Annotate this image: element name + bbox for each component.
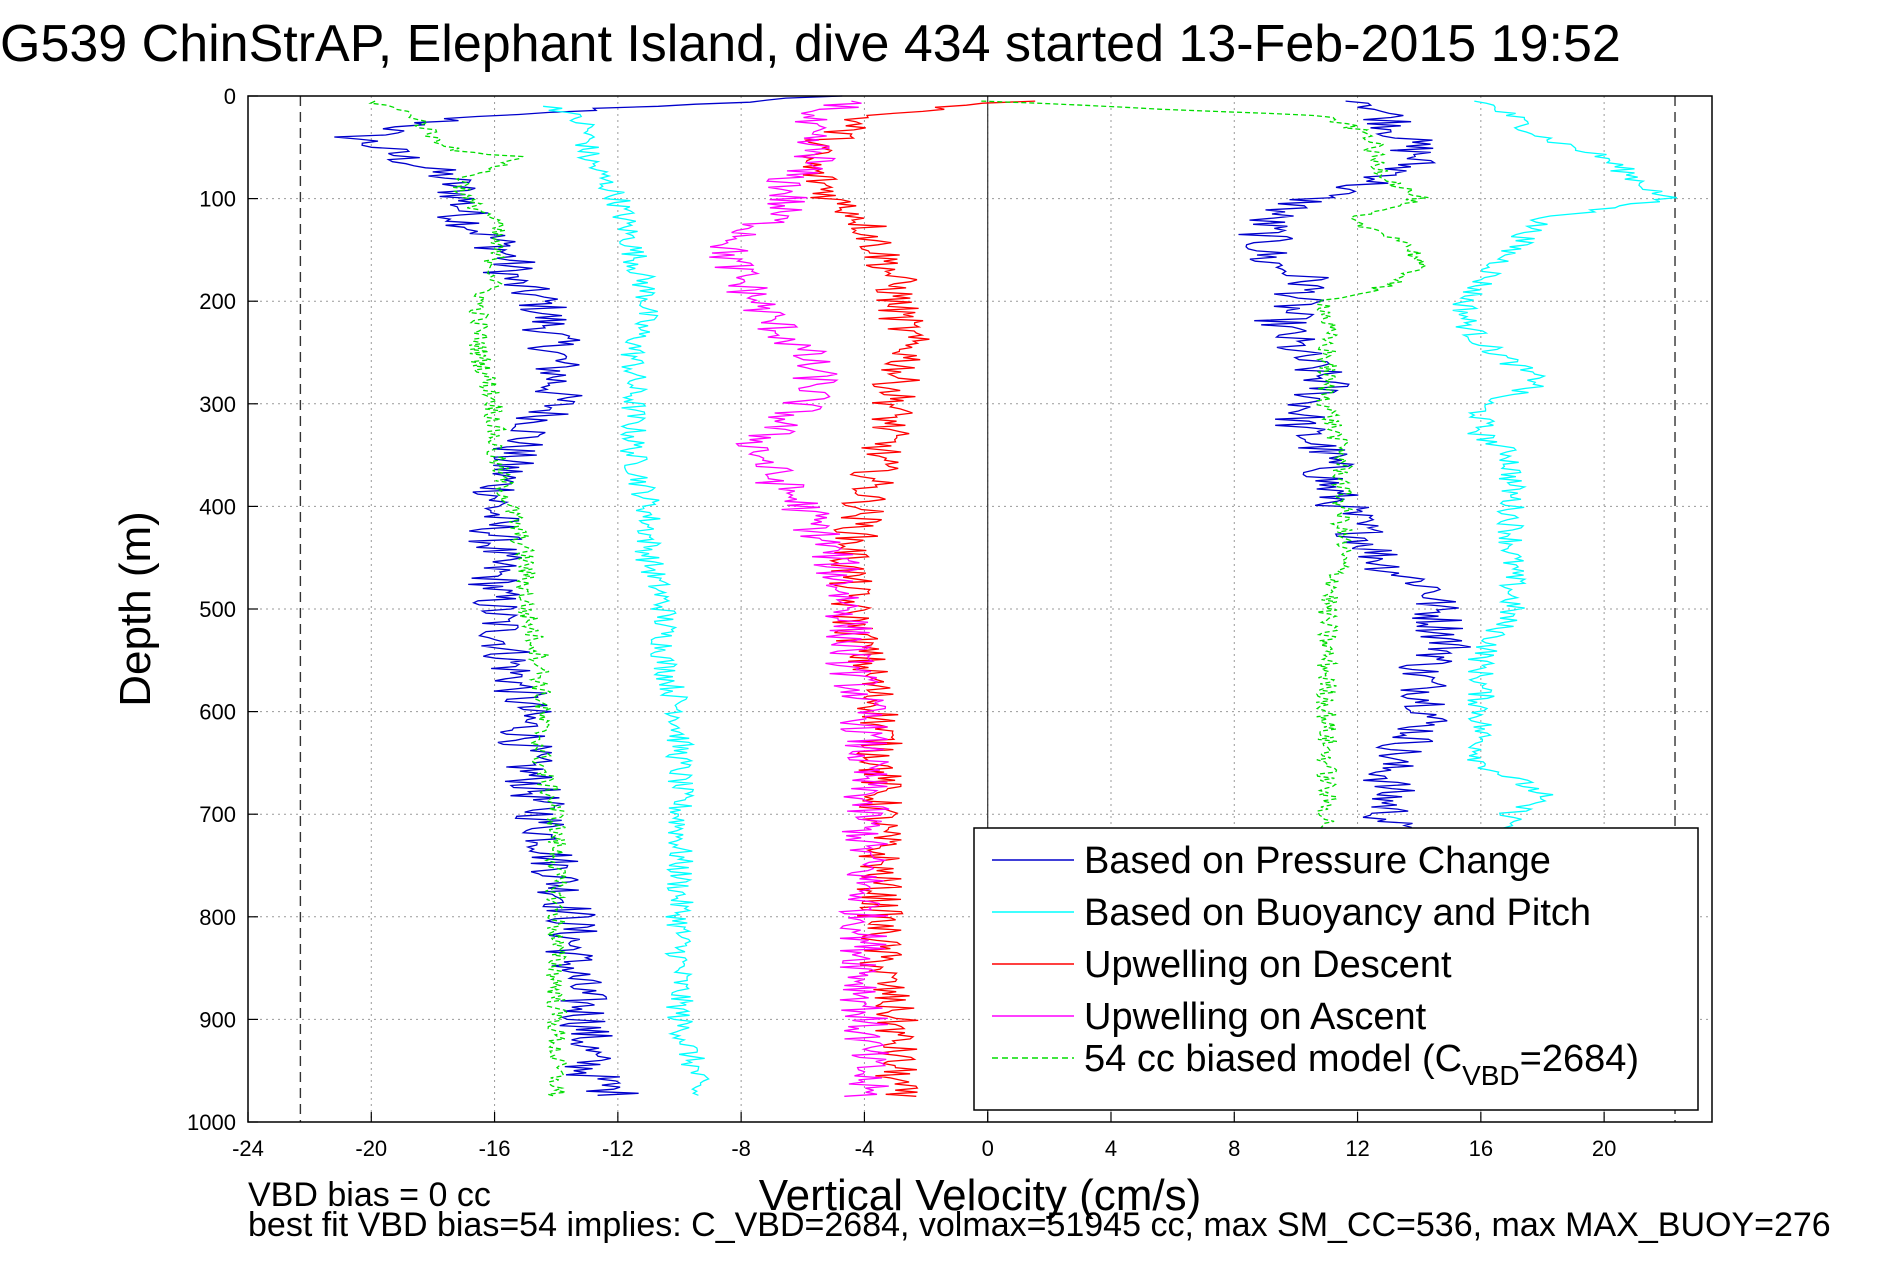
x-tick-label: -4: [855, 1136, 875, 1161]
figure-title: G539 ChinStrAP, Elephant Island, dive 43…: [0, 15, 1621, 73]
y-tick-label: 0: [224, 84, 236, 109]
x-tick-label: -12: [602, 1136, 634, 1161]
x-tick-label: 16: [1469, 1136, 1493, 1161]
y-tick-label: 900: [199, 1007, 236, 1032]
y-tick-label: 100: [199, 187, 236, 212]
legend-label: Based on Buoyancy and Pitch: [1084, 892, 1591, 934]
x-tick-label: 12: [1345, 1136, 1369, 1161]
series-line-54-cc-biased-model-c-vbd-2684-: [368, 100, 568, 1097]
y-tick-label: 200: [199, 289, 236, 314]
x-axis-label: Vertical Velocity (cm/s): [759, 1171, 1202, 1220]
y-tick-label: 700: [199, 802, 236, 827]
y-tick-label: 1000: [187, 1110, 236, 1135]
series-line-based-on-pressure-change: [334, 95, 843, 1096]
y-axis-label: Depth (m): [111, 511, 160, 707]
x-tick-label: 4: [1105, 1136, 1117, 1161]
axes-frame: [247, 95, 1713, 1123]
x-tick-label: -8: [731, 1136, 751, 1161]
footnote-best-fit: best fit VBD bias=54 implies: C_VBD=2684…: [248, 1206, 1831, 1244]
legend-label: Upwelling on Ascent: [1084, 996, 1427, 1038]
footnote-vbd-bias: VBD bias = 0 cc: [248, 1176, 491, 1214]
legend-box: [973, 827, 1699, 1111]
x-tick-label: -24: [232, 1136, 264, 1161]
y-tick-label: 800: [199, 905, 236, 930]
x-tick-label: 20: [1592, 1136, 1616, 1161]
x-tick-label: -20: [355, 1136, 387, 1161]
y-tick-label: 300: [199, 392, 236, 417]
legend-label: Upwelling on Descent: [1084, 944, 1452, 986]
legend-label: Based on Pressure Change: [1084, 840, 1551, 882]
series-line-based-on-buoyancy-and-pitch: [543, 105, 710, 1096]
y-tick-label: 600: [199, 700, 236, 725]
x-tick-label: 0: [982, 1136, 994, 1161]
y-tick-label: 500: [199, 597, 236, 622]
x-tick-label: 8: [1228, 1136, 1240, 1161]
x-tick-label: -16: [479, 1136, 511, 1161]
series-line-upwelling-on-ascent: [709, 100, 890, 1097]
tick-labels: -24 -20 -16 -12 -8 -4 0 4 8 12 16 20010020030040050…: [187, 84, 1616, 1161]
legend: Based on Pressure Change Based on Buoyanc…: [973, 827, 1699, 1111]
y-tick-label: 400: [199, 494, 236, 519]
